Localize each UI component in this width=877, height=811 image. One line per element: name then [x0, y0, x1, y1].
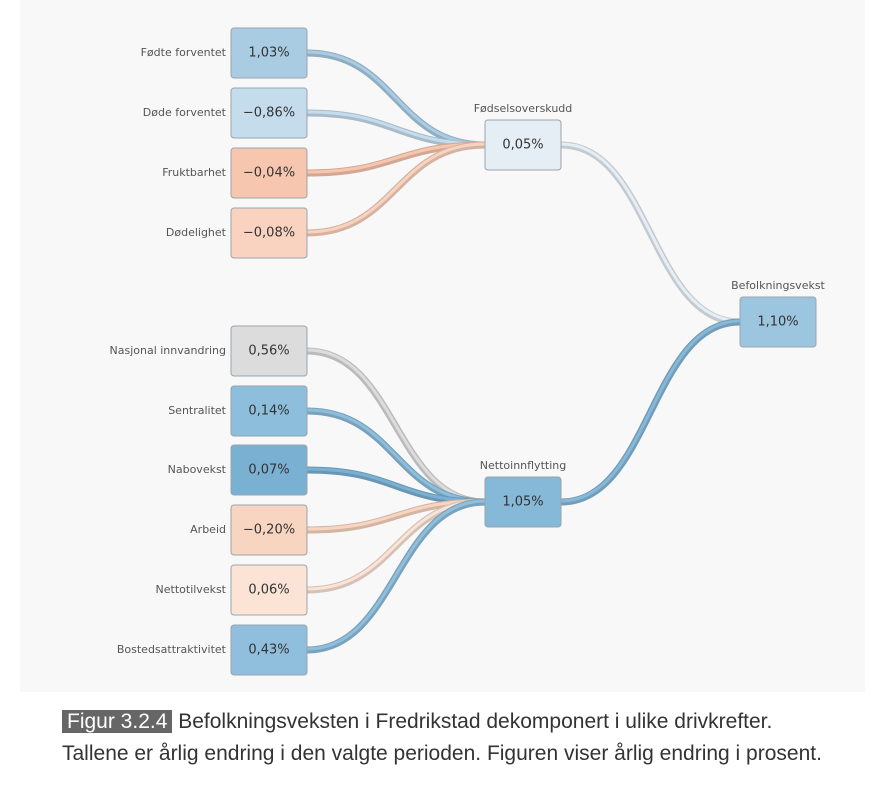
diagram-panel — [20, 0, 865, 692]
node-label: Døde forventet — [143, 106, 227, 119]
node-box — [739, 296, 817, 348]
node-value: 0,05% — [502, 138, 543, 153]
node-box — [230, 385, 308, 437]
node-box — [230, 207, 308, 259]
node-value: −0,86% — [243, 106, 295, 121]
link-highlight — [306, 408, 486, 503]
caption: Figur 3.2.4 Befolkningsveksten i Fredrik… — [62, 706, 842, 770]
node-label: Nettoinnflytting — [480, 459, 566, 472]
node-box — [230, 27, 308, 79]
node-box — [230, 444, 308, 496]
node-value: 0,06% — [248, 583, 289, 598]
node-label: Fruktbarhet — [162, 166, 226, 179]
node-label: Befolkningsvekst — [731, 279, 825, 292]
link-highlight — [306, 110, 486, 146]
node-label: Arbeid — [190, 523, 226, 536]
node-value: −0,08% — [243, 226, 295, 241]
node-value: 0,56% — [248, 344, 289, 359]
node-box — [484, 476, 562, 528]
node-label: Nabovekst — [168, 463, 227, 476]
node-value: −0,04% — [243, 166, 295, 181]
node-label: Sentralitet — [168, 404, 226, 417]
links — [303, 49, 744, 654]
node-box — [230, 504, 308, 556]
link-highlight — [560, 319, 741, 503]
node-label: Fødselsoverskudd — [474, 102, 573, 115]
node-value: 1,03% — [248, 46, 289, 61]
node-value: 0,14% — [248, 404, 289, 419]
nodes: 1,03% Fødte forventet −0,86% Døde forventet… — [110, 27, 826, 676]
node-value: 1,10% — [757, 315, 798, 330]
link-highlight — [560, 142, 741, 323]
node-label: Dødelighet — [166, 226, 227, 239]
link-highlight — [306, 348, 486, 503]
figure-number: Figur 3.2.4 — [62, 710, 173, 733]
caption-text: Befolkningsveksten i Fredrikstad dekompo… — [62, 710, 822, 765]
node-box — [230, 147, 308, 199]
link-highlight — [306, 467, 486, 503]
node-value: −0,20% — [243, 523, 295, 538]
node-label: Bostedsattraktivitet — [117, 643, 227, 656]
node-box — [484, 119, 562, 171]
link-highlight — [306, 50, 486, 146]
node-box — [230, 325, 308, 377]
node-value: 0,43% — [248, 643, 289, 658]
node-value: 0,07% — [248, 463, 289, 478]
node-label: Nasjonal innvandring — [110, 344, 227, 357]
node-value: 1,05% — [502, 495, 543, 510]
link-highlight — [306, 142, 486, 234]
node-box — [230, 624, 308, 676]
link-highlight — [306, 499, 486, 651]
node-label: Fødte forventet — [141, 46, 227, 59]
node-label: Nettotilvekst — [156, 583, 227, 596]
node-box — [230, 87, 308, 139]
diagram: 1,03% Fødte forventet −0,86% Døde forventet… — [110, 27, 826, 676]
node-box — [230, 564, 308, 616]
